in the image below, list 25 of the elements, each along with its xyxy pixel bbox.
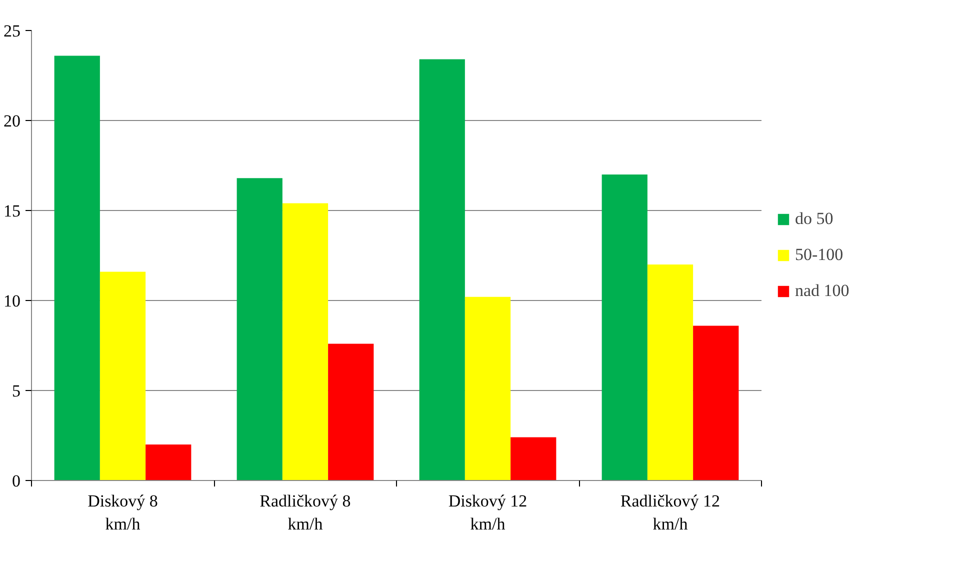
x-tick-label: Radličkový 8 km/h	[260, 492, 351, 534]
bar	[464, 296, 511, 480]
bar	[328, 344, 374, 480]
bar	[602, 174, 648, 480]
legend-label: 50-100	[795, 245, 844, 265]
y-tick-label: 5	[12, 382, 20, 400]
x-tick-label: Radličkový 12 km/h	[620, 492, 720, 534]
x-tick-label: Diskový 8 km/h	[88, 492, 158, 534]
bar	[54, 56, 100, 480]
y-tick-label: 10	[4, 292, 20, 310]
bar	[100, 272, 146, 480]
bar	[510, 437, 556, 480]
x-tick-label: Diskový 12 km/h	[448, 492, 528, 534]
bar	[282, 203, 328, 480]
y-tick-label: 25	[4, 22, 20, 40]
bar	[236, 178, 282, 480]
bar	[647, 264, 694, 480]
legend-label: nad 100	[795, 281, 850, 301]
bar	[693, 326, 739, 480]
y-tick-label: 15	[4, 202, 20, 220]
y-tick-label: 20	[4, 112, 20, 130]
bar	[146, 444, 192, 480]
y-tick-label: 0	[12, 472, 20, 490]
legend-label: do 50	[795, 209, 834, 229]
bar	[419, 59, 465, 480]
